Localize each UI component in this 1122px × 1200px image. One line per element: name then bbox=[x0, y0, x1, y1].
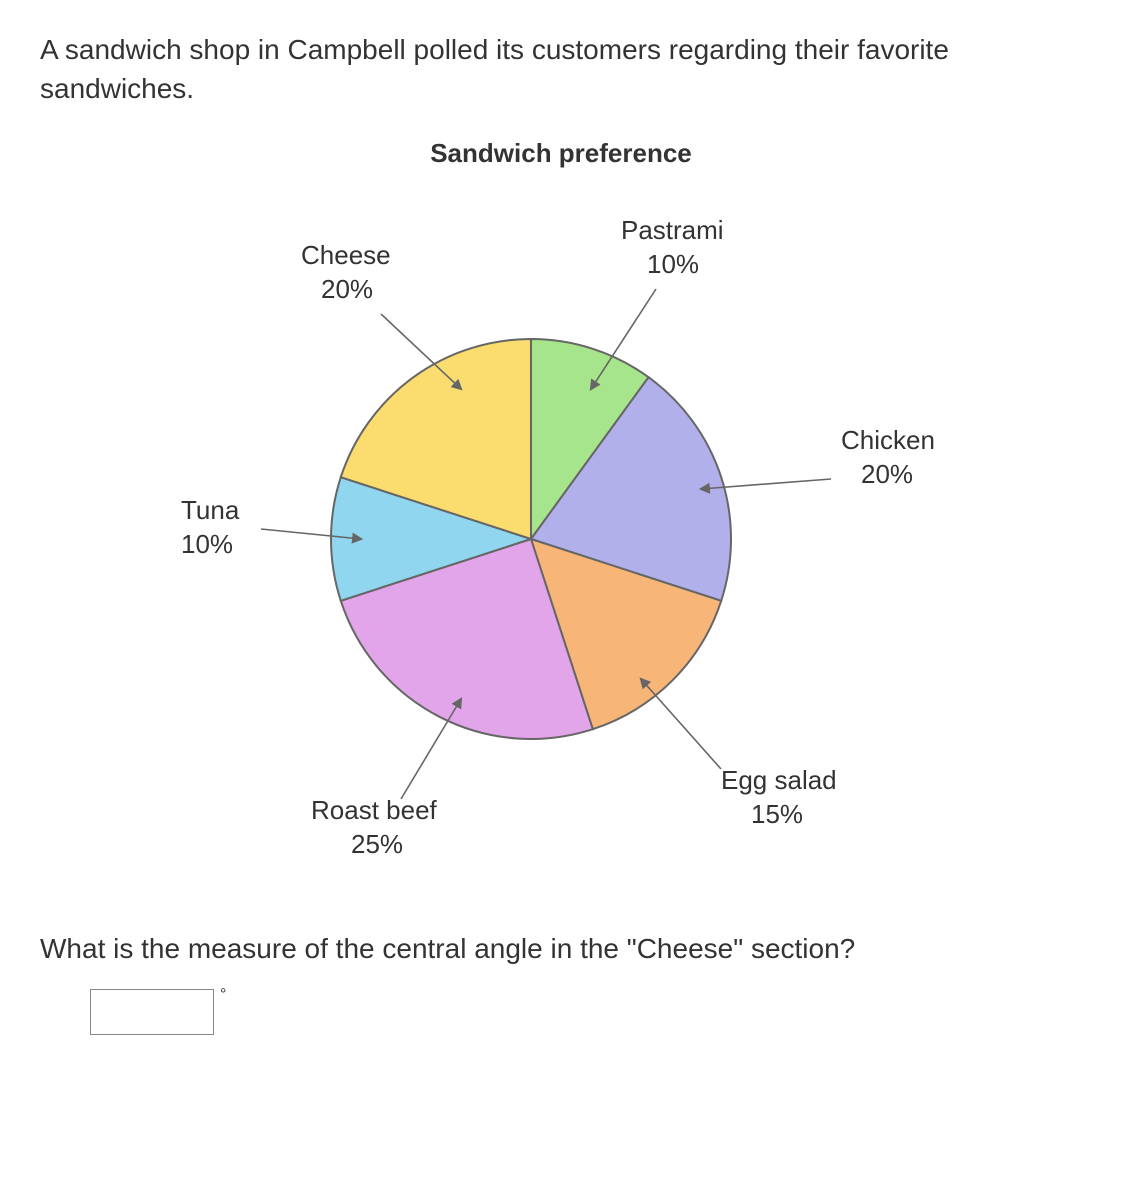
intro-text: A sandwich shop in Campbell polled its c… bbox=[40, 30, 1082, 108]
slice-percent: 10% bbox=[647, 249, 699, 279]
slice-label: Tuna bbox=[181, 495, 240, 525]
leader-line bbox=[401, 699, 461, 799]
slice-percent: 20% bbox=[321, 274, 373, 304]
answer-row: ° bbox=[40, 989, 1082, 1035]
answer-input[interactable] bbox=[90, 989, 214, 1035]
slice-percent: 15% bbox=[751, 799, 803, 829]
question-text: What is the measure of the central angle… bbox=[40, 929, 1082, 968]
pie-chart: Pastrami 10% Chicken 20% Egg salad 15% Roast b… bbox=[40, 179, 1082, 899]
chart-title: Sandwich preference bbox=[251, 138, 871, 169]
slice-label: Roast beef bbox=[311, 795, 438, 825]
degree-symbol: ° bbox=[220, 987, 226, 1003]
slice-label: Egg salad bbox=[721, 765, 837, 795]
slice-percent: 25% bbox=[351, 829, 403, 859]
leader-line bbox=[641, 679, 721, 769]
slice-percent: 20% bbox=[861, 459, 913, 489]
slice-label: Pastrami bbox=[621, 215, 724, 245]
slice-percent: 10% bbox=[181, 529, 233, 559]
slice-label: Cheese bbox=[301, 240, 391, 270]
slice-label: Chicken bbox=[841, 425, 935, 455]
